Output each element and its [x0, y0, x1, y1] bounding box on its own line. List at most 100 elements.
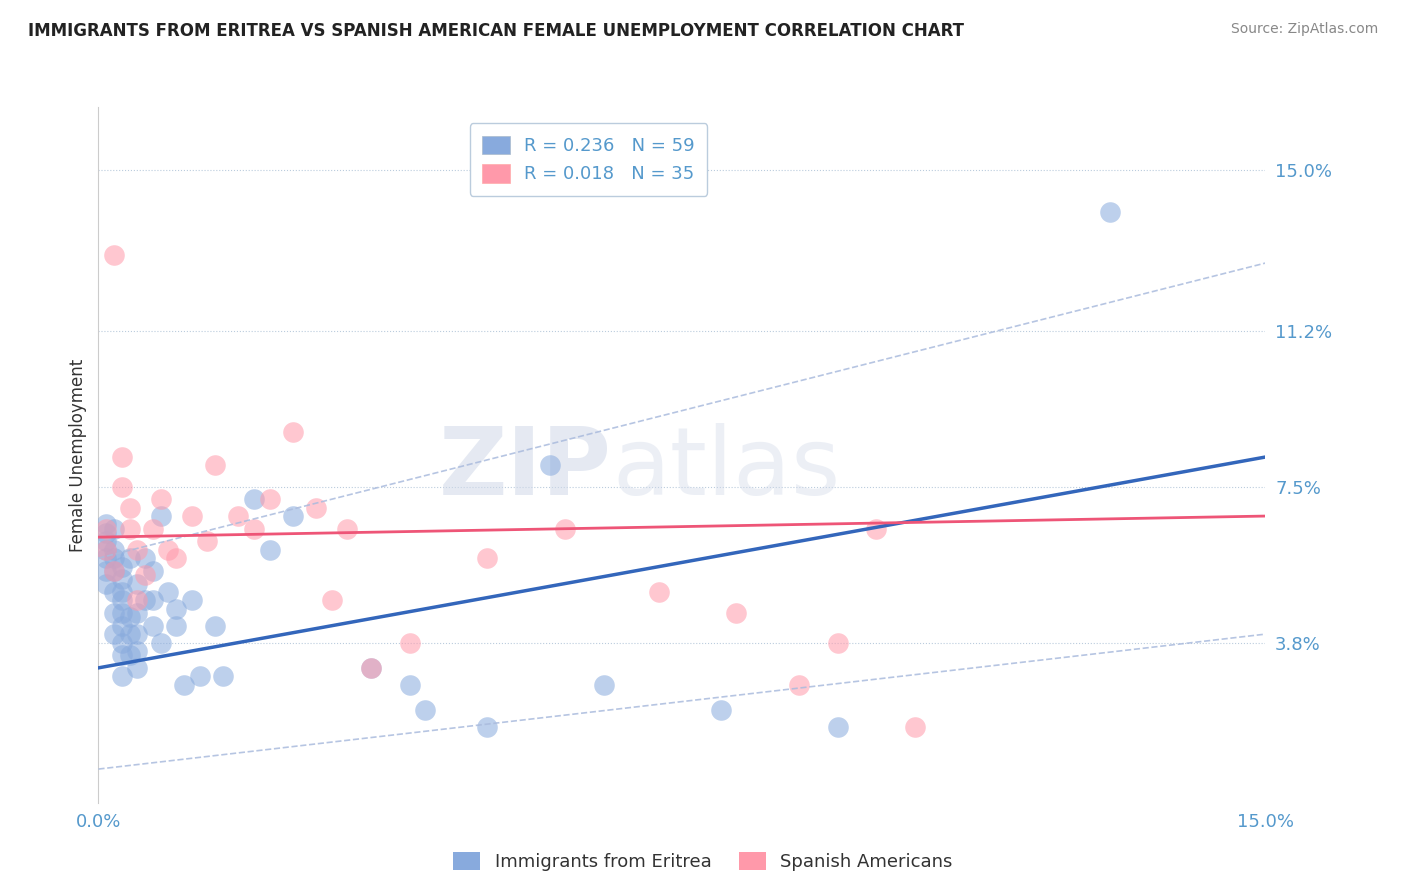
- Point: [360, 661, 382, 675]
- Point: [118, 627, 141, 641]
- Point: [111, 618, 134, 632]
- Point: [134, 593, 156, 607]
- Point: [127, 593, 149, 607]
- Point: [111, 648, 134, 663]
- Point: [127, 661, 149, 675]
- Text: atlas: atlas: [612, 423, 841, 515]
- Point: [398, 635, 420, 649]
- Point: [149, 635, 172, 649]
- Point: [865, 522, 887, 536]
- Point: [904, 720, 927, 734]
- Point: [243, 492, 266, 507]
- Point: [96, 542, 118, 557]
- Point: [228, 509, 250, 524]
- Point: [142, 593, 165, 607]
- Point: [281, 509, 304, 524]
- Point: [127, 606, 149, 620]
- Point: [142, 564, 165, 578]
- Point: [165, 602, 187, 616]
- Point: [103, 542, 125, 557]
- Point: [118, 500, 141, 515]
- Point: [243, 522, 266, 536]
- Point: [259, 492, 281, 507]
- Point: [827, 720, 849, 734]
- Point: [413, 703, 436, 717]
- Point: [281, 425, 304, 439]
- Point: [360, 661, 382, 675]
- Point: [180, 593, 202, 607]
- Point: [103, 522, 125, 536]
- Point: [142, 522, 165, 536]
- Point: [477, 551, 499, 566]
- Point: [134, 568, 156, 582]
- Point: [111, 635, 134, 649]
- Point: [111, 593, 134, 607]
- Point: [127, 576, 149, 591]
- Point: [538, 458, 561, 473]
- Point: [111, 606, 134, 620]
- Point: [149, 509, 172, 524]
- Point: [118, 648, 141, 663]
- Point: [710, 703, 733, 717]
- Point: [157, 585, 180, 599]
- Point: [165, 551, 187, 566]
- Point: [477, 720, 499, 734]
- Point: [96, 542, 118, 557]
- Point: [212, 669, 235, 683]
- Point: [149, 492, 172, 507]
- Point: [96, 564, 118, 578]
- Point: [96, 534, 118, 549]
- Point: [111, 669, 134, 683]
- Point: [134, 551, 156, 566]
- Point: [204, 458, 226, 473]
- Point: [103, 564, 125, 578]
- Point: [180, 509, 202, 524]
- Point: [118, 551, 141, 566]
- Point: [127, 644, 149, 658]
- Point: [725, 606, 748, 620]
- Text: IMMIGRANTS FROM ERITREA VS SPANISH AMERICAN FEMALE UNEMPLOYMENT CORRELATION CHAR: IMMIGRANTS FROM ERITREA VS SPANISH AMERI…: [28, 22, 965, 40]
- Legend: R = 0.236   N = 59, R = 0.018   N = 35: R = 0.236 N = 59, R = 0.018 N = 35: [470, 123, 707, 196]
- Point: [103, 564, 125, 578]
- Point: [111, 479, 134, 493]
- Point: [96, 576, 118, 591]
- Point: [398, 678, 420, 692]
- Point: [127, 542, 149, 557]
- Point: [118, 522, 141, 536]
- Point: [111, 585, 134, 599]
- Point: [96, 551, 118, 566]
- Point: [554, 522, 576, 536]
- Point: [103, 247, 125, 261]
- Point: [305, 500, 328, 515]
- Point: [593, 678, 616, 692]
- Point: [96, 517, 118, 532]
- Point: [336, 522, 359, 536]
- Point: [204, 618, 226, 632]
- Point: [103, 585, 125, 599]
- Point: [111, 450, 134, 464]
- Point: [165, 618, 187, 632]
- Point: [127, 627, 149, 641]
- Point: [157, 542, 180, 557]
- Point: [142, 618, 165, 632]
- Point: [259, 542, 281, 557]
- Point: [103, 627, 125, 641]
- Point: [787, 678, 810, 692]
- Text: ZIP: ZIP: [439, 423, 612, 515]
- Point: [118, 610, 141, 624]
- Point: [103, 606, 125, 620]
- Y-axis label: Female Unemployment: Female Unemployment: [69, 359, 87, 551]
- Point: [1098, 205, 1121, 219]
- Point: [103, 551, 125, 566]
- Point: [173, 678, 195, 692]
- Point: [111, 559, 134, 574]
- Point: [647, 585, 669, 599]
- Point: [111, 572, 134, 586]
- Point: [321, 593, 343, 607]
- Text: Source: ZipAtlas.com: Source: ZipAtlas.com: [1230, 22, 1378, 37]
- Point: [827, 635, 849, 649]
- Point: [195, 534, 218, 549]
- Point: [188, 669, 211, 683]
- Point: [96, 522, 118, 536]
- Point: [96, 525, 118, 540]
